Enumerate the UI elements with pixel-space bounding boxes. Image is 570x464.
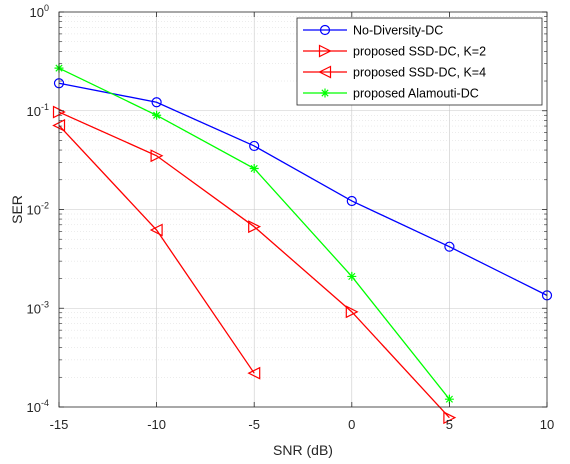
series-line	[58, 82, 548, 296]
axis-ticks	[58, 11, 548, 408]
y-tick-labels: 100 10-1 10-2 10-3 10-4	[27, 3, 49, 415]
data-point	[247, 366, 261, 380]
y-tick-label: 10-3	[27, 299, 49, 316]
x-tick-labels: -15 -10 -5 0 5 10	[50, 417, 555, 432]
data-point	[444, 241, 455, 252]
legend-label: No-Diversity-DC	[353, 24, 443, 38]
legend-item-4: proposed Alamouti-DC	[303, 87, 479, 101]
legend-label: proposed Alamouti-DC	[353, 87, 479, 101]
data-point	[345, 305, 359, 319]
data-point	[149, 223, 163, 237]
y-tick-label: 10-1	[27, 102, 49, 119]
legend-label: proposed SSD-DC, K=4	[353, 66, 486, 80]
x-tick-label: -15	[50, 417, 69, 432]
data-point	[249, 140, 260, 152]
legend: No-Diversity-DC proposed SSD-DC, K=2 propo…	[296, 17, 543, 106]
legend-label: proposed SSD-DC, K=2	[353, 45, 486, 59]
data-point	[248, 220, 262, 234]
data-point	[249, 164, 259, 174]
series-lines	[52, 63, 553, 425]
legend-marker	[319, 24, 331, 36]
y-axis-label: SER	[9, 195, 25, 224]
y-tick-label: 10-4	[27, 398, 49, 415]
data-point	[346, 195, 357, 207]
legend-marker	[318, 44, 332, 58]
y-tick-label: 10-2	[27, 201, 49, 218]
series-line	[58, 111, 450, 419]
legend-item-1: No-Diversity-DC	[303, 24, 443, 38]
data-point	[444, 394, 454, 404]
series-4	[54, 63, 454, 404]
data-point	[152, 110, 162, 120]
data-point	[347, 271, 357, 281]
x-tick-label: 10	[540, 417, 554, 432]
data-point	[150, 149, 164, 163]
legend-marker	[318, 65, 332, 79]
y-tick-label: 100	[30, 3, 49, 20]
legend-item-3: proposed SSD-DC, K=4	[303, 66, 486, 80]
legend-item-2: proposed SSD-DC, K=2	[303, 45, 486, 59]
x-tick-label: -10	[147, 417, 166, 432]
legend-box	[296, 17, 543, 106]
data-point	[151, 97, 162, 108]
series-line	[58, 124, 255, 374]
legend-marker	[320, 88, 330, 98]
x-tick-label: -5	[248, 417, 260, 432]
x-axis-label: SNR (dB)	[273, 442, 333, 458]
data-point	[443, 411, 457, 425]
x-tick-label: 5	[446, 417, 453, 432]
x-tick-label: 0	[348, 417, 355, 432]
